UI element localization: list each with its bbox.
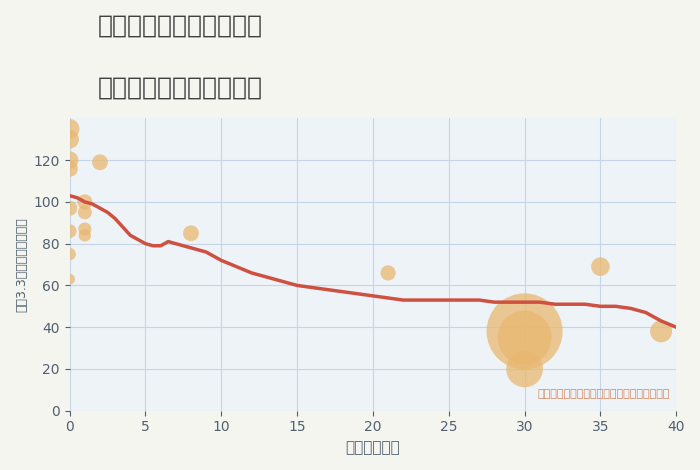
Point [64, 157, 76, 164]
Point [64, 251, 76, 258]
Point [64, 227, 76, 235]
Point [94, 158, 106, 166]
Point [382, 269, 393, 277]
Text: 築年数別中古戸建て価格: 築年数別中古戸建て価格 [98, 75, 263, 99]
Point [79, 198, 90, 206]
Point [79, 232, 90, 239]
Y-axis label: 坪（3.3㎡）単価（万円）: 坪（3.3㎡）単価（万円） [15, 217, 28, 312]
Point [519, 328, 530, 335]
Point [655, 328, 666, 335]
Point [64, 275, 76, 283]
Point [79, 225, 90, 233]
Point [64, 165, 76, 172]
Point [519, 334, 530, 341]
Point [64, 135, 76, 143]
Point [519, 365, 530, 373]
Point [79, 209, 90, 216]
X-axis label: 築年数（年）: 築年数（年） [346, 440, 400, 455]
Point [64, 125, 76, 133]
Point [64, 204, 76, 212]
Point [595, 263, 606, 270]
Text: 愛知県春日井市八光町の: 愛知県春日井市八光町の [98, 14, 263, 38]
Text: 円の大きさは、取引のあった物件面積を示す: 円の大きさは、取引のあった物件面積を示す [538, 389, 670, 399]
Point [186, 229, 197, 237]
